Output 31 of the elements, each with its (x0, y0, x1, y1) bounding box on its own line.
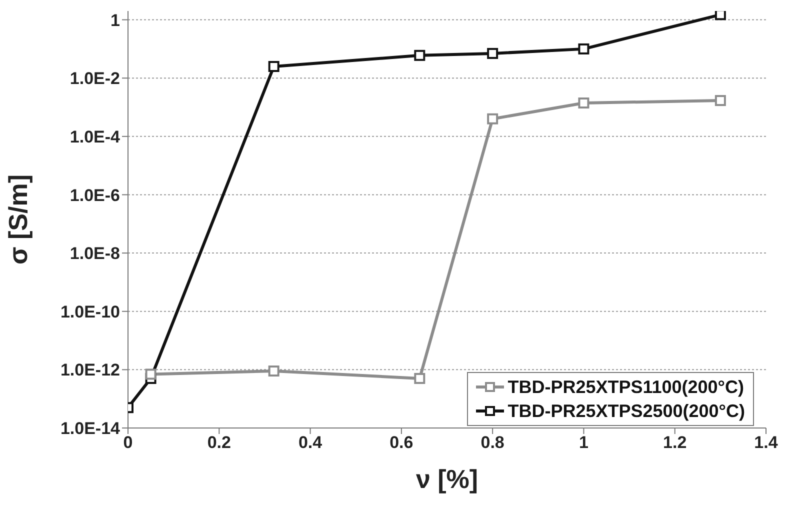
y-tick-label: 1.0E-10 (60, 302, 120, 322)
x-tick-label: 1.4 (754, 433, 778, 452)
point (487, 48, 498, 59)
x-tick-label: 1 (578, 433, 588, 452)
y-tick-label: 1.0E-14 (60, 419, 121, 438)
y-tick-label: 1.0E-2 (70, 69, 120, 88)
y-tick-label: 1.0E-8 (70, 244, 120, 264)
point (578, 97, 590, 108)
y-tick-label: 1.0E-4 (70, 127, 121, 146)
y-tick-label: 1.0E-6 (70, 186, 120, 205)
point (268, 366, 280, 377)
legend-label: TBD-PR25XTPS2500(200°C) (508, 400, 745, 423)
x-axis-title: ν [%] (416, 464, 478, 494)
x-tick-label: 0.8 (480, 433, 504, 452)
point (414, 372, 426, 384)
point (268, 60, 280, 72)
point (578, 43, 590, 54)
x-tick-label: 1.2 (663, 433, 687, 452)
point (714, 11, 726, 20)
point (487, 113, 498, 124)
x-tick-label: 0.2 (207, 433, 231, 452)
point (414, 50, 426, 61)
x-tick-label: 0.4 (298, 433, 323, 452)
x-tick-label: 0.6 (390, 433, 414, 452)
x-tick-label: 0 (123, 433, 133, 452)
point (145, 368, 156, 380)
y-tick-label: 1.0E-12 (60, 360, 120, 380)
y-axis-title: σ [S/m] (3, 174, 34, 265)
point (714, 95, 726, 106)
legend-label: TBD-PR25XTPS1100(200°C) (508, 376, 744, 399)
y-tick-label: 1 (110, 10, 120, 30)
